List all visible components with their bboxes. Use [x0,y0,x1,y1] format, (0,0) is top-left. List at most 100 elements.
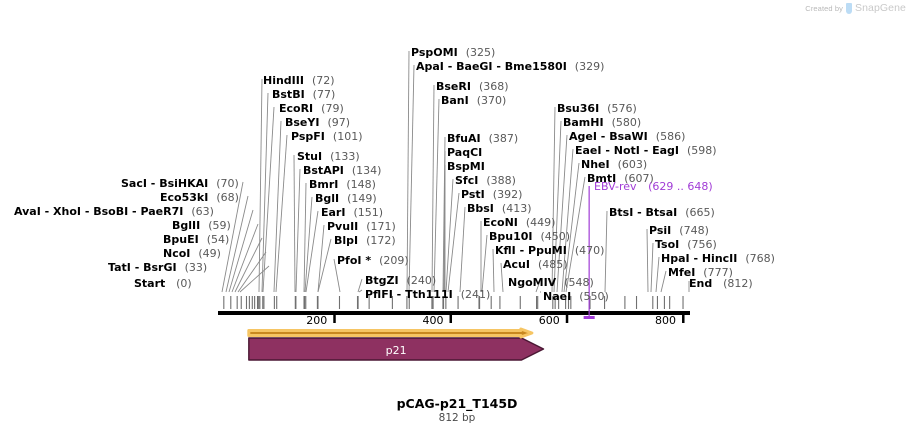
enzyme-label-sites-665[interactable]: BtsI - BtsaI (665) [609,207,715,218]
leader-line [221,181,244,293]
enzyme-label-sites-149[interactable]: BglI (149) [315,193,377,204]
enzyme-position: (598) [687,144,717,157]
enzyme-label-sites-97[interactable]: BseYI (97) [285,117,350,128]
enzyme-label-sites-413[interactable]: BbsI (413) [467,203,532,214]
enzyme-label-sites-63[interactable]: AvaI - XhoI - BsoBI - PaeR7I (63) [14,206,214,217]
enzyme-position: (576) [607,102,637,115]
enzyme-label-sites-586[interactable]: AgeI - BsaWI (586) [569,131,685,142]
enzyme-name: BpuEI [163,233,199,246]
enzyme-name: BsrGI [143,261,177,274]
enzyme-name: TsoI [655,238,680,251]
enzyme-label-sites-580[interactable]: BamHI (580) [563,117,641,128]
enzyme-label-sites-77[interactable]: BstBI (77) [272,89,335,100]
enzyme-label-sites-387b[interactable]: PaqCI [447,147,482,158]
enzyme-label-sites-101[interactable]: PspFI (101) [291,131,363,142]
axis-tick-label-600: 600 [538,314,560,327]
enzyme-name: BmrI [309,178,339,191]
enzyme-label-sites-485[interactable]: AcuI (485) [503,259,568,270]
enzyme-name: BstAPI [303,164,344,177]
enzyme-label-sites-756[interactable]: TsoI (756) [655,239,717,250]
enzyme-label-sites-748[interactable]: PsiI (748) [649,225,709,236]
enzyme-label-sites-329[interactable]: ApaI - BaeGI - Bme1580I (329) [416,61,604,72]
leader-line [228,209,254,293]
start-label: Start [134,277,166,290]
leader-line [317,238,332,293]
enzyme-label-sites-548[interactable]: NgoMIV (548) [508,277,594,288]
leader-line [553,120,562,293]
enzyme-position: (59) [208,219,231,232]
leader-line [604,210,608,293]
enzyme-position: (388) [486,174,516,187]
enzyme-label-sites-607[interactable]: BmtI (607) [587,173,654,184]
enzyme-position: (33) [184,261,208,274]
enzyme-label-sites-576[interactable]: Bsu36I (576) [557,103,637,114]
enzyme-name: HpaI [661,252,690,265]
leader-line [261,92,269,293]
enzyme-label-sites-70[interactable]: SacI - BsiHKAI (70) [121,178,239,189]
watermark-created-by-label: Created by [805,3,843,13]
feature-name: EBV-rev [594,180,637,193]
enzyme-label-sites-768[interactable]: HpaI - HincII (768) [661,253,775,264]
enzyme-label-sites-603[interactable]: NheI (603) [581,159,647,170]
leader-line [357,278,363,293]
enzyme-label-sites-325[interactable]: PspOMI (325) [411,47,495,58]
enzyme-label-sites-370[interactable]: BanI (370) [441,95,506,106]
enzyme-position: (329) [574,60,605,73]
enzyme-label-sites-133[interactable]: StuI (133) [297,151,360,162]
enzyme-label-sites-387c[interactable]: BspMI [447,161,485,172]
enzyme-label-sites-171[interactable]: PvuII (171) [327,221,396,232]
enzyme-label-sites-470[interactable]: KflI - PpuMI (470) [495,245,604,256]
enzyme-name: NheI [581,158,610,171]
leader-line [660,270,667,293]
enzyme-position: (133) [330,150,360,163]
enzyme-name: BtgZI [365,274,399,287]
enzyme-label-sites-54[interactable]: BpuEI (54) [163,234,229,245]
enzyme-label-sites-209[interactable]: PfoI * (209) [337,255,409,266]
enzyme-label-sites-777[interactable]: MfeI (777) [668,267,733,278]
enzyme-name: PstI [461,188,485,201]
enzyme-name-separator: - [601,144,614,157]
cds-arrow-p21[interactable] [248,337,545,361]
enzyme-label-sites-59[interactable]: BglII (59) [172,220,231,231]
enzyme-label-sites-450[interactable]: Bpu10I (450) [489,231,570,242]
enzyme-label-sites-241[interactable]: PflFI - Tth111I (241) [365,289,490,300]
enzyme-label-sites-72[interactable]: HindIII (72) [263,75,335,86]
enzyme-label-sites-33[interactable]: TatI - BsrGI (33) [108,262,207,273]
enzyme-label-sites-240[interactable]: BtgZI (240) [365,275,436,286]
enzyme-label-sites-172[interactable]: BlpI (172) [334,235,396,246]
feature-label-ebv-rev[interactable]: EBV-rev (629 .. 648) [594,181,713,192]
leader-line [304,196,313,293]
enzyme-label-sites-387[interactable]: BfuAI (387) [447,133,518,144]
enzyme-position: (240) [406,274,437,287]
enzyme-label-sites-449[interactable]: EcoNI (449) [483,217,555,228]
enzyme-label-sites-368[interactable]: BseRI (368) [436,81,509,92]
enzyme-label-sites-148[interactable]: BmrI (148) [309,179,376,190]
enzyme-name: BsoBI [93,205,129,218]
enzyme-label-sites-392[interactable]: PstI (392) [461,189,522,200]
leader-line [535,280,541,293]
leader-line [556,134,568,293]
enzyme-label-sites-134[interactable]: BstAPI (134) [303,165,381,176]
enzyme-name: BstBI [272,88,305,101]
enzyme-label-sites-598[interactable]: EaeI - NotI - EagI (598) [575,145,717,156]
enzyme-position: (665) [685,206,715,219]
axis-major-tick [565,315,569,323]
enzyme-position: (586) [655,130,686,143]
enzyme-name: BglI [315,192,340,205]
enzyme-label-sites-79[interactable]: EcoRI (79) [279,103,344,114]
enzyme-position: (450) [540,230,571,243]
enzyme-name: NaeI [543,290,572,303]
enzyme-position: (607) [624,172,654,185]
axis-tick-label-200: 200 [306,314,328,327]
enzyme-name: BanI [441,94,469,107]
enzyme-position: (241) [460,288,491,301]
promoter-arrow[interactable] [247,327,534,339]
enzyme-label-sites-388[interactable]: SfcI (388) [455,175,516,186]
enzyme-label-sites-550[interactable]: NaeI (550) [543,291,609,302]
leader-line [431,84,435,293]
enzyme-position: (68) [216,191,239,204]
enzyme-label-sites-49[interactable]: NcoI (49) [163,248,221,259]
enzyme-label-sites-68[interactable]: Eco53kI (68) [160,192,239,203]
enzyme-label-sites-151[interactable]: EarI (151) [321,207,383,218]
